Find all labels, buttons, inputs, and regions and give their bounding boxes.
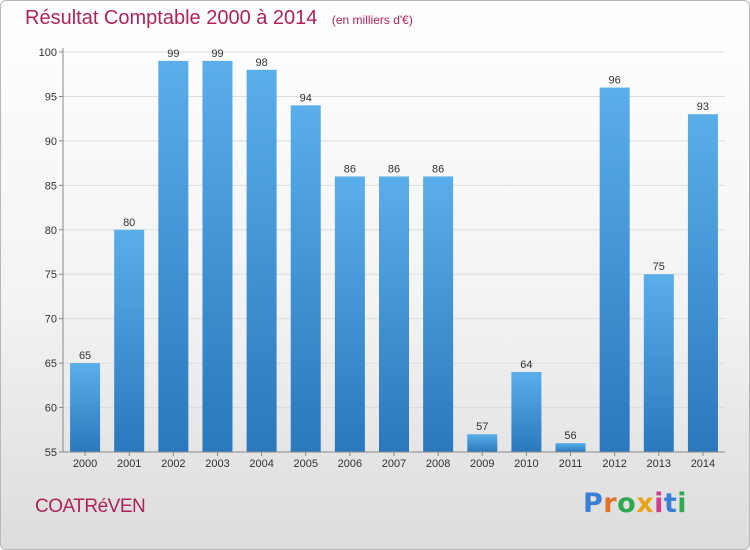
x-tick-label: 2013 bbox=[647, 458, 671, 470]
brand-logo-letter: i bbox=[677, 488, 688, 519]
brand-logo-letter: r bbox=[603, 488, 618, 519]
bar-value-label: 80 bbox=[123, 217, 135, 229]
x-tick-label: 2012 bbox=[602, 458, 626, 470]
x-tick-label: 2009 bbox=[470, 458, 494, 470]
y-tick-label: 55 bbox=[45, 447, 57, 459]
title-row: Résultat Comptable 2000 à 2014 (en milli… bbox=[25, 7, 413, 30]
bar bbox=[379, 176, 409, 452]
y-tick-label: 65 bbox=[45, 358, 57, 370]
x-tick-label: 2010 bbox=[514, 458, 538, 470]
axes: 55 60 65 70 75 80 85 90 95 100 2000 2001 2002 2003 200… bbox=[39, 47, 725, 470]
bar bbox=[511, 372, 542, 452]
y-tick-label: 60 bbox=[45, 403, 57, 415]
brand-logo-letter: t bbox=[663, 488, 678, 519]
bar-value-label: 65 bbox=[79, 350, 91, 362]
brand-logo-letter: i bbox=[654, 488, 664, 519]
y-tick-label: 75 bbox=[45, 269, 57, 281]
bar bbox=[158, 60, 189, 453]
bar-value-label: 99 bbox=[167, 48, 179, 60]
y-tick-label: 95 bbox=[45, 91, 57, 103]
brand-logo-letter: x bbox=[636, 488, 655, 519]
x-tick-label: 2005 bbox=[293, 458, 317, 470]
bar-value-label: 96 bbox=[609, 75, 621, 87]
bar-value-label: 98 bbox=[255, 57, 267, 69]
bar bbox=[246, 69, 277, 453]
bar bbox=[334, 176, 365, 452]
bar bbox=[687, 114, 718, 452]
y-tick-label: 70 bbox=[45, 314, 57, 326]
chart-title: Résultat Comptable 2000 à 2014 bbox=[25, 7, 318, 29]
bar-value-label: 86 bbox=[432, 163, 444, 175]
brand-logo-letter: P bbox=[583, 488, 604, 519]
bars: 65 80 99 99 98 94 86 86 86 57 64 56 96 75 93 bbox=[70, 48, 718, 453]
x-tick-label: 2000 bbox=[73, 458, 97, 470]
x-tick-label: 2003 bbox=[205, 458, 229, 470]
bar bbox=[202, 60, 233, 453]
bar bbox=[290, 105, 321, 452]
y-tick-label: 100 bbox=[39, 47, 57, 59]
chart-unit: (en milliers d'€) bbox=[331, 13, 413, 27]
bar-value-label: 86 bbox=[344, 163, 356, 175]
y-tick-label: 80 bbox=[45, 225, 57, 237]
brand-logo-letter: o bbox=[617, 488, 637, 519]
bar-value-label: 64 bbox=[520, 359, 532, 371]
bar bbox=[114, 229, 145, 452]
bar-value-label: 56 bbox=[564, 430, 576, 442]
y-tick-label: 85 bbox=[45, 180, 57, 192]
x-tick-label: 2006 bbox=[338, 458, 362, 470]
x-tick-label: 2007 bbox=[382, 458, 406, 470]
bar bbox=[555, 443, 586, 452]
y-tick-label: 90 bbox=[45, 136, 57, 148]
bar bbox=[599, 87, 630, 453]
bar-value-label: 86 bbox=[388, 163, 400, 175]
bar bbox=[423, 176, 454, 452]
bar-value-label: 57 bbox=[476, 421, 488, 433]
commune-name: COATRéVEN bbox=[35, 496, 146, 517]
x-tick-label: 2004 bbox=[249, 458, 273, 470]
x-tick-label: 2014 bbox=[691, 458, 715, 470]
bar bbox=[643, 274, 674, 452]
x-tick-label: 2002 bbox=[161, 458, 185, 470]
bar-value-label: 75 bbox=[653, 261, 665, 273]
brand-logo: Proxiti bbox=[583, 488, 687, 519]
bar bbox=[467, 434, 498, 452]
bar-value-label: 99 bbox=[211, 48, 223, 60]
bar-value-label: 94 bbox=[300, 92, 312, 104]
x-tick-label: 2001 bbox=[117, 458, 141, 470]
x-tick-label: 2008 bbox=[426, 458, 450, 470]
bar-value-label: 93 bbox=[697, 101, 709, 113]
x-tick-label: 2011 bbox=[559, 458, 583, 470]
bar bbox=[70, 363, 101, 452]
